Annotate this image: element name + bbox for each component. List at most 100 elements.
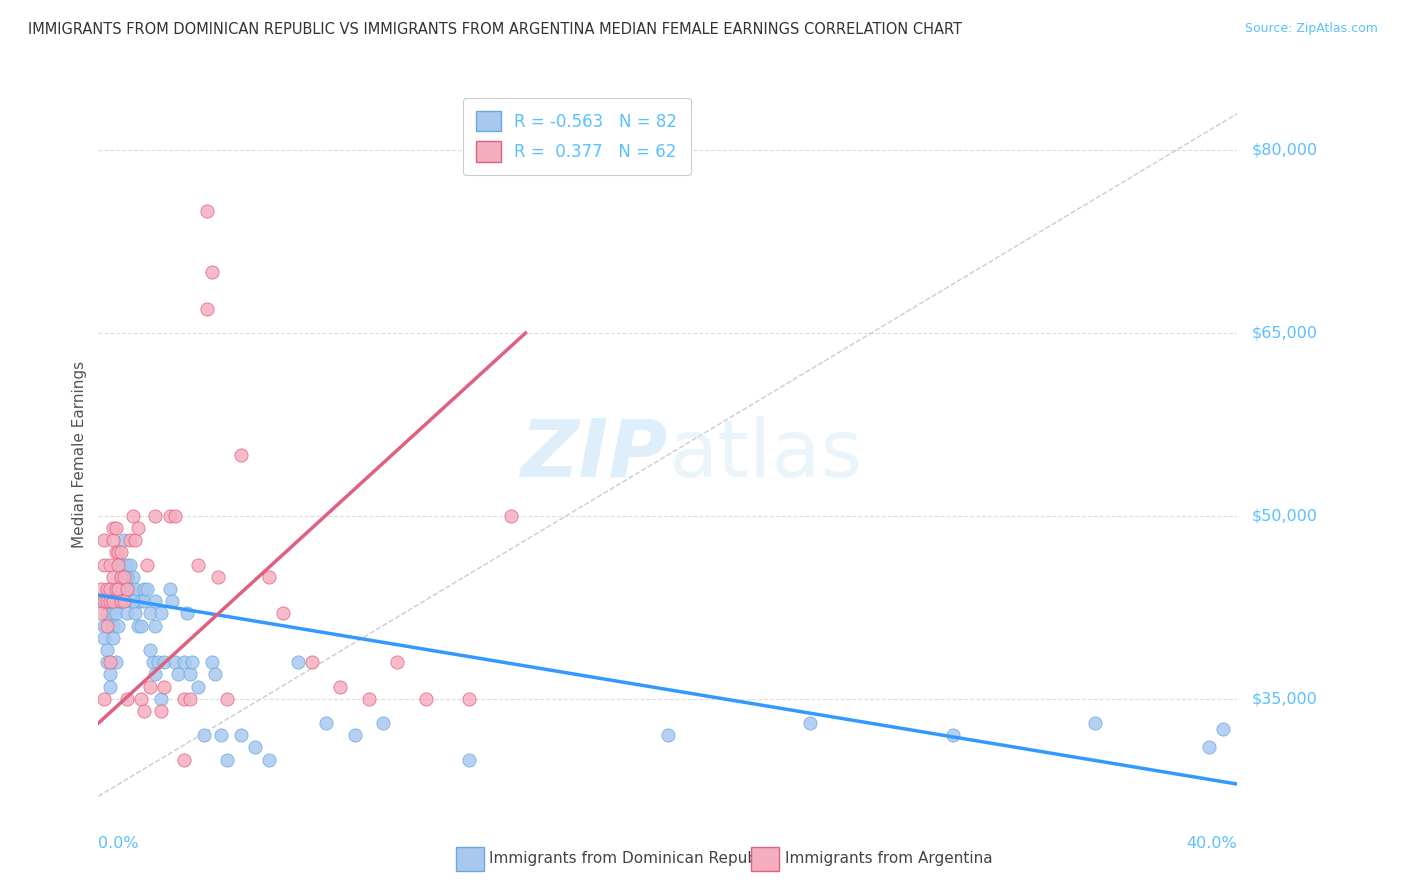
Legend: R = -0.563   N = 82, R =  0.377   N = 62: R = -0.563 N = 82, R = 0.377 N = 62 bbox=[463, 97, 690, 175]
Point bbox=[98, 582, 121, 596]
Point bbox=[98, 594, 121, 608]
Text: IMMIGRANTS FROM DOMINICAN REPUBLIC VS IMMIGRANTS FROM ARGENTINA MEDIAN FEMALE EA: IMMIGRANTS FROM DOMINICAN REPUBLIC VS IM… bbox=[28, 22, 962, 37]
Text: Immigrants from Argentina: Immigrants from Argentina bbox=[785, 852, 993, 866]
Point bbox=[121, 594, 143, 608]
Point bbox=[118, 533, 141, 548]
Point bbox=[138, 643, 160, 657]
Point bbox=[204, 667, 226, 681]
Point bbox=[98, 582, 121, 596]
Text: atlas: atlas bbox=[668, 416, 862, 494]
Point bbox=[357, 691, 380, 706]
Point bbox=[229, 728, 252, 742]
Point bbox=[104, 594, 127, 608]
Point bbox=[121, 570, 143, 584]
Point bbox=[90, 607, 112, 621]
Point bbox=[98, 558, 121, 572]
Point bbox=[104, 607, 127, 621]
Point bbox=[179, 667, 201, 681]
Point bbox=[329, 680, 352, 694]
Y-axis label: Median Female Earnings: Median Female Earnings bbox=[72, 361, 87, 549]
Point bbox=[90, 582, 112, 596]
Point bbox=[150, 704, 173, 718]
Point bbox=[101, 594, 124, 608]
Point bbox=[148, 655, 170, 669]
Text: ZIP: ZIP bbox=[520, 416, 668, 494]
Point bbox=[138, 680, 160, 694]
Point bbox=[181, 655, 204, 669]
Point bbox=[127, 618, 149, 632]
Point bbox=[96, 643, 118, 657]
Point bbox=[129, 594, 152, 608]
Point bbox=[201, 655, 224, 669]
Point bbox=[229, 448, 252, 462]
Point bbox=[187, 558, 209, 572]
Point bbox=[153, 680, 176, 694]
Point bbox=[112, 570, 135, 584]
Point bbox=[259, 753, 281, 767]
Point bbox=[127, 594, 149, 608]
Point bbox=[90, 594, 112, 608]
Text: $65,000: $65,000 bbox=[1251, 326, 1317, 341]
Point bbox=[115, 582, 138, 596]
Point bbox=[150, 607, 173, 621]
Point bbox=[110, 594, 132, 608]
Point bbox=[343, 728, 366, 742]
Point bbox=[176, 607, 198, 621]
Point bbox=[121, 508, 143, 523]
Point bbox=[96, 607, 118, 621]
Point bbox=[273, 607, 295, 621]
Point bbox=[657, 728, 679, 742]
Point bbox=[112, 594, 135, 608]
Point bbox=[167, 667, 190, 681]
Point bbox=[96, 655, 118, 669]
Point bbox=[107, 558, 129, 572]
Point bbox=[107, 545, 129, 559]
Text: Source: ZipAtlas.com: Source: ZipAtlas.com bbox=[1244, 22, 1378, 36]
Point bbox=[93, 631, 115, 645]
Point bbox=[118, 582, 141, 596]
Point bbox=[112, 558, 135, 572]
Point bbox=[373, 716, 395, 731]
Point bbox=[173, 691, 195, 706]
Point bbox=[124, 607, 146, 621]
Point bbox=[115, 558, 138, 572]
Point bbox=[165, 655, 187, 669]
Point bbox=[415, 691, 437, 706]
Point bbox=[112, 594, 135, 608]
Point bbox=[101, 618, 124, 632]
Point bbox=[162, 594, 184, 608]
Text: 0.0%: 0.0% bbox=[98, 837, 139, 852]
Point bbox=[243, 740, 266, 755]
Point bbox=[201, 265, 224, 279]
Point bbox=[129, 618, 152, 632]
Point bbox=[112, 533, 135, 548]
Point bbox=[118, 558, 141, 572]
Point bbox=[110, 594, 132, 608]
Point bbox=[129, 691, 152, 706]
Point bbox=[141, 655, 163, 669]
Point bbox=[132, 704, 155, 718]
Point bbox=[501, 508, 523, 523]
Point bbox=[132, 582, 155, 596]
Point bbox=[110, 545, 132, 559]
Point bbox=[107, 618, 129, 632]
Point bbox=[93, 618, 115, 632]
Point bbox=[193, 728, 215, 742]
Point bbox=[195, 204, 218, 219]
Point bbox=[98, 667, 121, 681]
Point bbox=[104, 521, 127, 535]
Point bbox=[138, 607, 160, 621]
Point bbox=[315, 716, 337, 731]
Point bbox=[457, 753, 479, 767]
Point bbox=[215, 753, 238, 767]
Point bbox=[173, 753, 195, 767]
Point bbox=[145, 594, 167, 608]
Point bbox=[110, 558, 132, 572]
Point bbox=[101, 533, 124, 548]
Point bbox=[115, 607, 138, 621]
Point bbox=[121, 594, 143, 608]
Point bbox=[101, 631, 124, 645]
Point bbox=[159, 508, 181, 523]
Point bbox=[107, 594, 129, 608]
Point bbox=[115, 691, 138, 706]
